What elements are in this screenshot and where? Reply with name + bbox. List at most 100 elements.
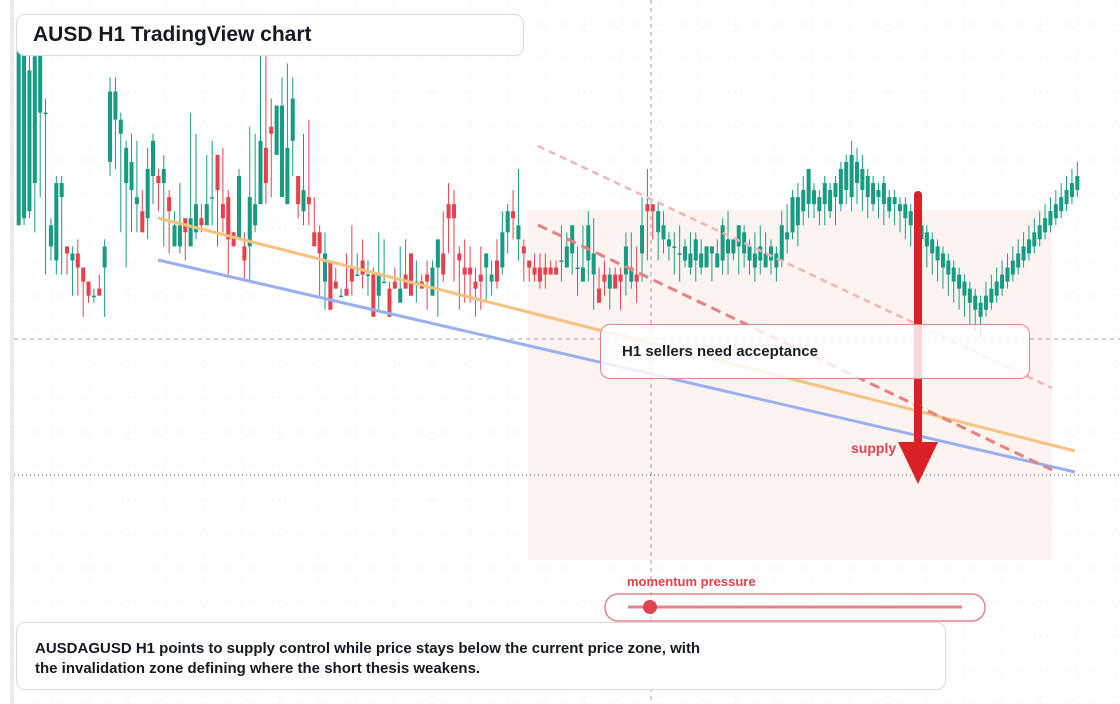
candle [156, 168, 161, 212]
candle [494, 239, 499, 289]
candle-body [801, 190, 806, 212]
candle-body [462, 267, 467, 275]
candle [774, 246, 779, 282]
candle-body [946, 260, 951, 275]
candle-body [570, 225, 575, 254]
candle [967, 281, 972, 324]
candle [172, 211, 177, 247]
candle-body [253, 204, 258, 226]
candle-body [903, 204, 908, 219]
candle [876, 183, 881, 219]
candle-body [269, 126, 274, 134]
candle [763, 232, 768, 268]
candle-body [392, 281, 397, 289]
candle-body [48, 225, 53, 247]
candle [1059, 183, 1064, 219]
momentum-slider[interactable] [604, 593, 986, 622]
candle [548, 260, 553, 275]
candle-body [177, 225, 182, 247]
candle [473, 267, 478, 317]
candle [108, 77, 113, 176]
candle-body [677, 253, 682, 255]
chart-title: AUSD H1 TradingView chart [16, 14, 524, 56]
candle [118, 112, 123, 233]
candle-body [811, 190, 817, 205]
candle-body [382, 281, 387, 284]
candle [785, 204, 790, 254]
candle [994, 267, 999, 303]
candle-body [715, 253, 720, 268]
candle-body [1043, 218, 1048, 233]
candle [854, 147, 860, 205]
candle-body [613, 274, 618, 289]
candle [75, 239, 80, 296]
candle [795, 183, 800, 247]
candle-body [59, 183, 64, 198]
candle-body [683, 246, 688, 261]
candle-body [591, 253, 596, 275]
candle-body [763, 253, 768, 268]
candle-body [167, 197, 172, 212]
candle-body [1037, 225, 1042, 240]
candle-body [865, 176, 870, 198]
candle [408, 253, 413, 296]
candle-body [688, 253, 693, 268]
candle-body [618, 274, 623, 282]
candle-body [376, 274, 381, 296]
candle [677, 225, 682, 282]
momentum-slider-knob[interactable] [643, 600, 657, 614]
candle [48, 218, 53, 261]
candle [360, 239, 365, 289]
candle [333, 267, 338, 289]
candle-body [935, 246, 940, 261]
candle [161, 154, 166, 247]
summary-line-1: AUSDAGUSD H1 points to supply control wh… [35, 640, 701, 657]
candle-body [822, 183, 827, 205]
candle-body [274, 105, 279, 155]
candle [811, 183, 817, 219]
candle-body [441, 253, 446, 275]
candle [430, 260, 435, 296]
candle-body [666, 239, 671, 247]
candle-body [478, 274, 483, 282]
candle [887, 190, 892, 219]
candle [779, 211, 784, 268]
candle [623, 232, 628, 296]
candle-body [634, 274, 639, 282]
candle [296, 176, 301, 219]
candle-body [742, 232, 747, 254]
candle-body [161, 168, 166, 184]
candle [881, 176, 886, 226]
candle [468, 246, 473, 303]
candle [339, 288, 344, 298]
candle [1037, 211, 1042, 247]
candle-body [86, 281, 91, 296]
candle [683, 239, 688, 268]
candle [726, 211, 731, 275]
candle [962, 274, 967, 317]
candle-body [720, 225, 725, 261]
candle-body [140, 211, 145, 233]
candle [263, 56, 268, 205]
candle [1069, 168, 1074, 205]
candle-body [736, 225, 741, 247]
candle-body [258, 140, 263, 205]
candle-body [774, 253, 779, 268]
candle [328, 260, 333, 310]
candle-body [1075, 176, 1080, 191]
candle [752, 232, 757, 282]
candle-body [75, 253, 80, 268]
candle-body [559, 260, 564, 262]
candle [349, 225, 354, 296]
candle [86, 281, 91, 303]
candle-body [134, 197, 139, 205]
candle-body [785, 232, 790, 240]
candle-body [940, 253, 945, 268]
candle-body [32, 56, 37, 184]
candle [699, 239, 704, 275]
candle [220, 147, 225, 233]
candle [844, 154, 849, 205]
candle-body [656, 211, 661, 233]
candle [247, 126, 252, 282]
candle [537, 253, 542, 289]
